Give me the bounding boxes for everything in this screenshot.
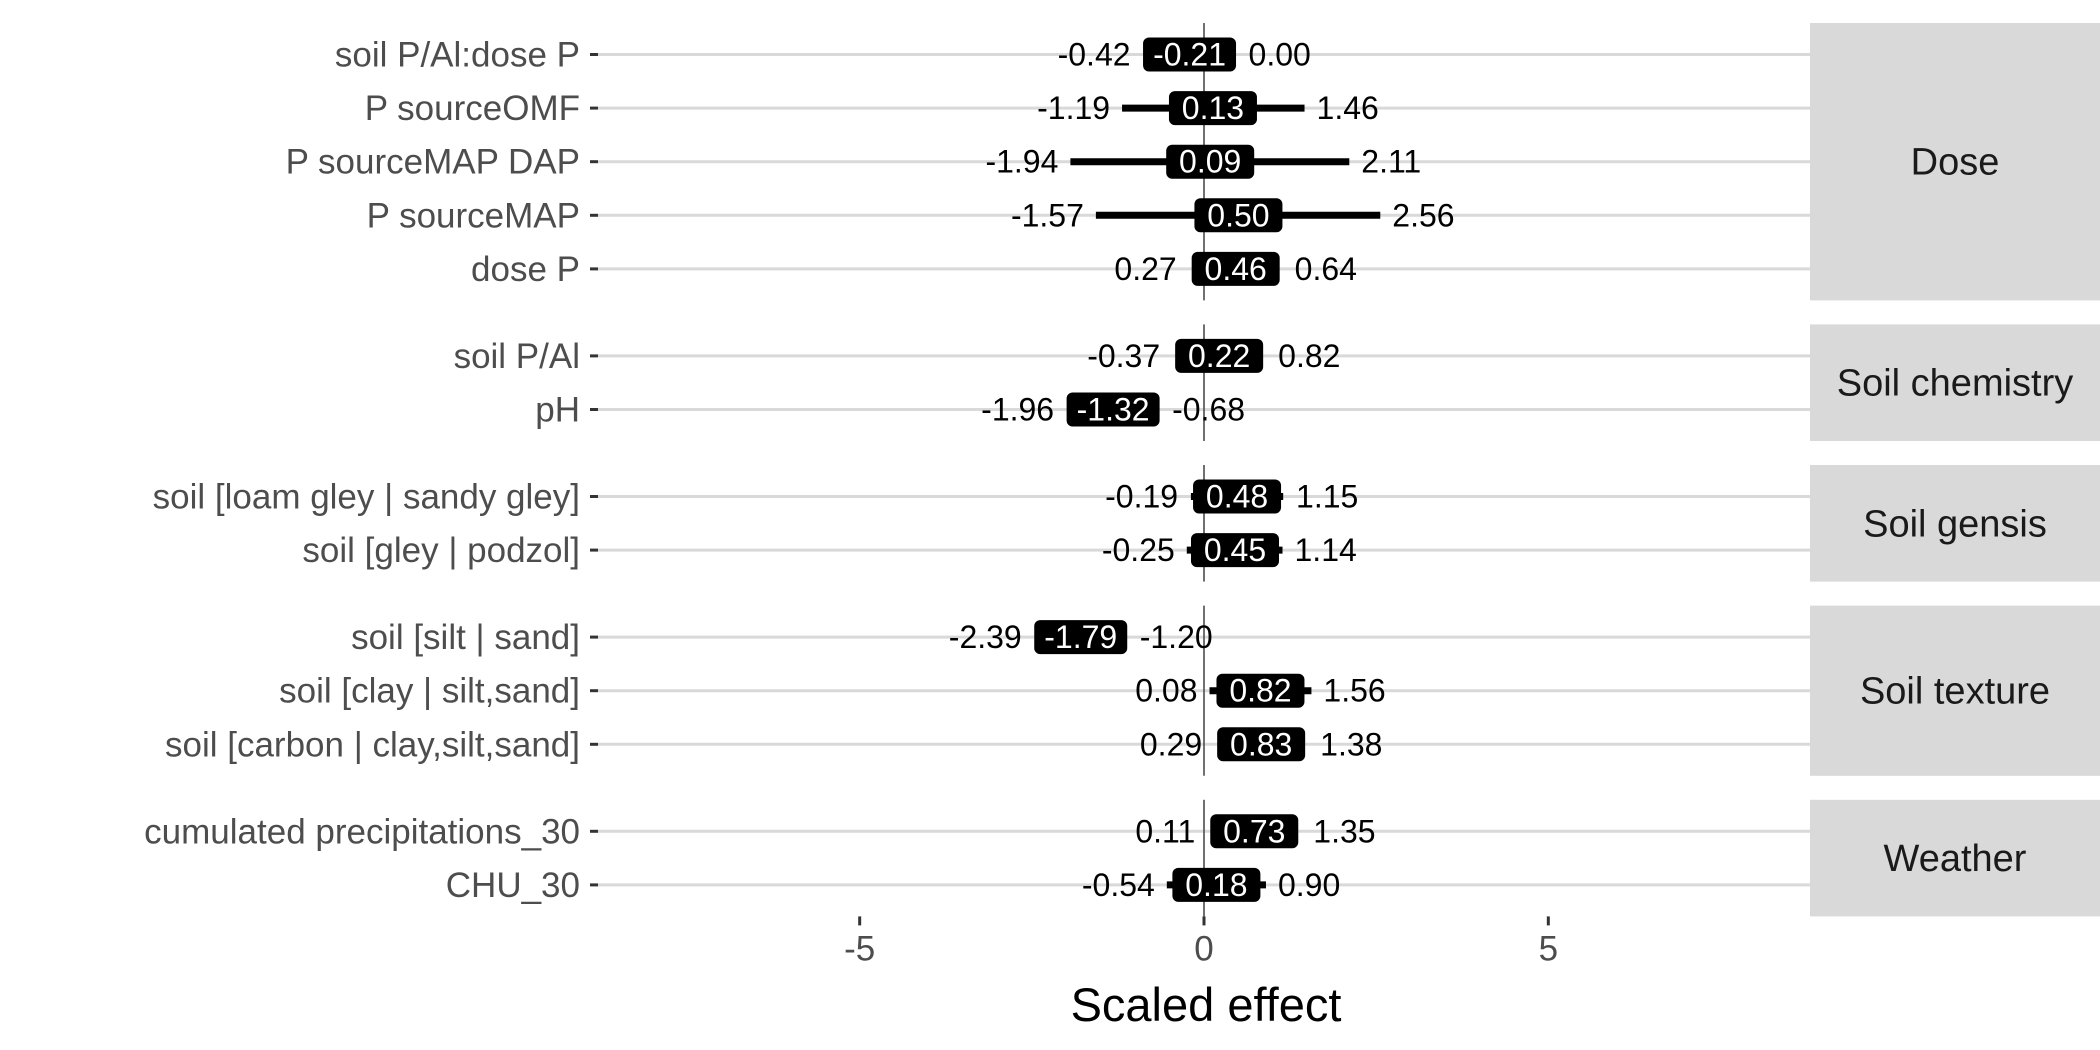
ci-lower-label: -0.25 bbox=[1102, 532, 1175, 568]
estimate-badge bbox=[1210, 814, 1299, 849]
facet-strip-label: Weather bbox=[1884, 838, 2027, 880]
ci-upper-label: 1.46 bbox=[1317, 90, 1379, 126]
estimate-badge bbox=[1066, 392, 1160, 427]
facet-strip bbox=[1810, 799, 2100, 917]
row-label: dose P bbox=[471, 250, 580, 289]
estimate-label: 0.83 bbox=[1230, 726, 1292, 762]
estimate-label: 0.22 bbox=[1188, 338, 1250, 374]
ci-lower-label: 0.08 bbox=[1135, 673, 1197, 709]
estimate-badge bbox=[1191, 251, 1280, 286]
estimate-badge bbox=[1193, 479, 1282, 514]
ci-lower-label: -1.94 bbox=[985, 144, 1058, 180]
x-axis-title: Scaled effect bbox=[1071, 978, 1342, 1031]
ci-lower-label: 0.27 bbox=[1114, 251, 1176, 287]
estimate-label: 0.46 bbox=[1205, 251, 1267, 287]
row-label: P sourceMAP DAP bbox=[286, 143, 580, 182]
ci-lower-label: -2.39 bbox=[949, 619, 1022, 655]
facet-strip bbox=[1810, 465, 2100, 582]
facet-strip-label: Soil chemistry bbox=[1837, 363, 2074, 405]
estimate-badge bbox=[1175, 338, 1264, 373]
ci-lower-label: -0.19 bbox=[1105, 479, 1178, 515]
estimate-badge bbox=[1194, 198, 1283, 233]
estimate-label: 0.13 bbox=[1182, 90, 1244, 126]
row-label: soil [silt | sand] bbox=[351, 618, 580, 657]
ci-lower-label: -0.54 bbox=[1082, 867, 1155, 903]
row-label: soil [clay | silt,sand] bbox=[279, 672, 580, 711]
estimate-label: -1.32 bbox=[1077, 392, 1150, 428]
ci-lower-label: -1.19 bbox=[1037, 90, 1110, 126]
ci-upper-label: -0.68 bbox=[1172, 392, 1245, 428]
row-label: cumulated precipitations_30 bbox=[144, 812, 580, 851]
estimate-label: 0.73 bbox=[1223, 813, 1285, 849]
ci-upper-label: 2.56 bbox=[1392, 197, 1454, 233]
ci-upper-label: 0.64 bbox=[1295, 251, 1357, 287]
estimate-badge bbox=[1166, 144, 1255, 179]
row-label: soil [carbon | clay,silt,sand] bbox=[165, 725, 580, 764]
estimate-label: 0.18 bbox=[1185, 867, 1247, 903]
ci-upper-label: 1.38 bbox=[1320, 726, 1382, 762]
x-axis: -5 0 5 bbox=[844, 916, 1558, 968]
facet-strip bbox=[1810, 605, 2100, 776]
estimate-label: -0.21 bbox=[1153, 37, 1226, 73]
x-tick-label: 0 bbox=[1194, 929, 1213, 968]
estimate-label: 0.45 bbox=[1204, 532, 1266, 568]
row-label: P sourceMAP bbox=[367, 196, 580, 235]
row-label: soil P/Al bbox=[454, 337, 580, 376]
row-label: CHU_30 bbox=[446, 866, 580, 905]
x-tick-label: -5 bbox=[844, 929, 875, 968]
ci-lower-label: 0.11 bbox=[1135, 813, 1195, 849]
ci-lower-label: -1.57 bbox=[1011, 197, 1084, 233]
estimate-badge bbox=[1190, 533, 1279, 568]
ci-lower-label: -1.96 bbox=[981, 392, 1054, 428]
ci-lower-label: -0.42 bbox=[1058, 37, 1131, 73]
facet-strip bbox=[1810, 23, 2100, 301]
estimate-label: 0.09 bbox=[1179, 144, 1241, 180]
estimate-label: 0.48 bbox=[1206, 479, 1268, 515]
estimate-label: 0.50 bbox=[1207, 197, 1269, 233]
row-label: pH bbox=[535, 391, 580, 430]
ci-upper-label: 1.56 bbox=[1323, 673, 1385, 709]
estimate-badge bbox=[1034, 620, 1128, 655]
facet-panels: Dose soil P/Al:dose P P sourceOMF P sourceM… bbox=[144, 23, 2100, 917]
ci-lower-label: 0.29 bbox=[1140, 726, 1202, 762]
estimate-badge bbox=[1172, 867, 1261, 902]
x-tick-label: 5 bbox=[1539, 929, 1558, 968]
row-label: P sourceOMF bbox=[365, 89, 580, 128]
estimate-badge bbox=[1143, 37, 1237, 72]
facet-strip-label: Soil gensis bbox=[1863, 503, 2047, 545]
estimate-label: -1.79 bbox=[1044, 619, 1117, 655]
ci-upper-label: 0.82 bbox=[1278, 338, 1340, 374]
ci-upper-label: 2.11 bbox=[1361, 144, 1421, 180]
ci-upper-label: 1.14 bbox=[1295, 532, 1357, 568]
facet-strip-label: Soil texture bbox=[1860, 671, 2050, 713]
ci-upper-label: 0.90 bbox=[1278, 867, 1340, 903]
ci-upper-label: -1.20 bbox=[1140, 619, 1213, 655]
row-label: soil [gley | podzol] bbox=[302, 531, 580, 570]
estimate-badge bbox=[1168, 91, 1257, 126]
estimate-label: 0.82 bbox=[1229, 673, 1291, 709]
estimate-badge bbox=[1217, 727, 1306, 762]
ci-upper-label: 1.15 bbox=[1296, 479, 1358, 515]
estimate-badge bbox=[1216, 673, 1305, 708]
row-label: soil P/Al:dose P bbox=[335, 36, 580, 75]
ci-upper-label: 0.00 bbox=[1249, 37, 1311, 73]
ci-upper-label: 1.35 bbox=[1313, 813, 1375, 849]
row-label: soil [loam gley | sandy gley] bbox=[153, 478, 580, 517]
facet-strip bbox=[1810, 324, 2100, 441]
ci-lower-label: -0.37 bbox=[1087, 338, 1160, 374]
data-marks: -0.21 -0.42 0.000.13 -1.19 1.46 0.09 -1.94 2.11… bbox=[949, 37, 1455, 903]
facet-strip-label: Dose bbox=[1911, 142, 2000, 184]
